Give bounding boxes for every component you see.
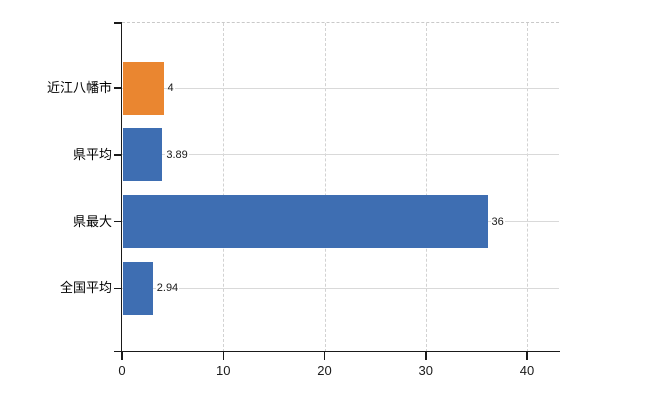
y-axis-tick — [114, 154, 122, 156]
x-axis-line — [114, 350, 560, 352]
x-axis-tick-label: 10 — [216, 363, 231, 378]
category-center-gridline — [122, 287, 559, 289]
bar-value-label: 3.89 — [165, 147, 189, 162]
bar-近江八幡市 — [123, 61, 164, 115]
category-label: 県平均 — [72, 146, 112, 162]
x-axis-tick — [323, 352, 326, 360]
category-label: 近江八幡市 — [46, 80, 112, 95]
vertical-gridline — [223, 23, 225, 352]
bar-value-label: 2.94 — [155, 281, 180, 296]
y-axis-line — [120, 22, 122, 352]
vertical-gridline — [324, 23, 326, 352]
category-label: 県最大 — [72, 213, 112, 229]
y-axis-tick — [114, 220, 122, 223]
vertical-gridline — [527, 23, 528, 352]
plot-area-top-border — [122, 22, 559, 23]
category-center-gridline — [122, 87, 559, 89]
vertical-gridline — [425, 23, 427, 352]
x-axis-tick — [121, 352, 123, 360]
bar-value-label: 4 — [166, 81, 175, 95]
x-axis-tick-label: 20 — [317, 363, 332, 378]
x-axis-tick — [526, 352, 528, 360]
x-axis-tick — [222, 352, 224, 360]
x-axis-tick-label: 30 — [418, 363, 433, 378]
y-axis-top-tick — [114, 22, 122, 24]
bar-県最大 — [123, 195, 488, 249]
x-axis-tick-label: 40 — [519, 363, 535, 378]
x-axis-tick-label: 0 — [118, 363, 126, 378]
y-axis-tick — [114, 287, 122, 290]
category-center-gridline — [122, 154, 559, 156]
bar-value-label: 36 — [490, 214, 505, 229]
category-label: 全国平均 — [59, 280, 112, 296]
bar-県平均 — [123, 128, 163, 182]
bar-全国平均 — [123, 261, 153, 315]
x-axis-tick — [425, 352, 427, 360]
y-axis-tick — [114, 87, 122, 89]
